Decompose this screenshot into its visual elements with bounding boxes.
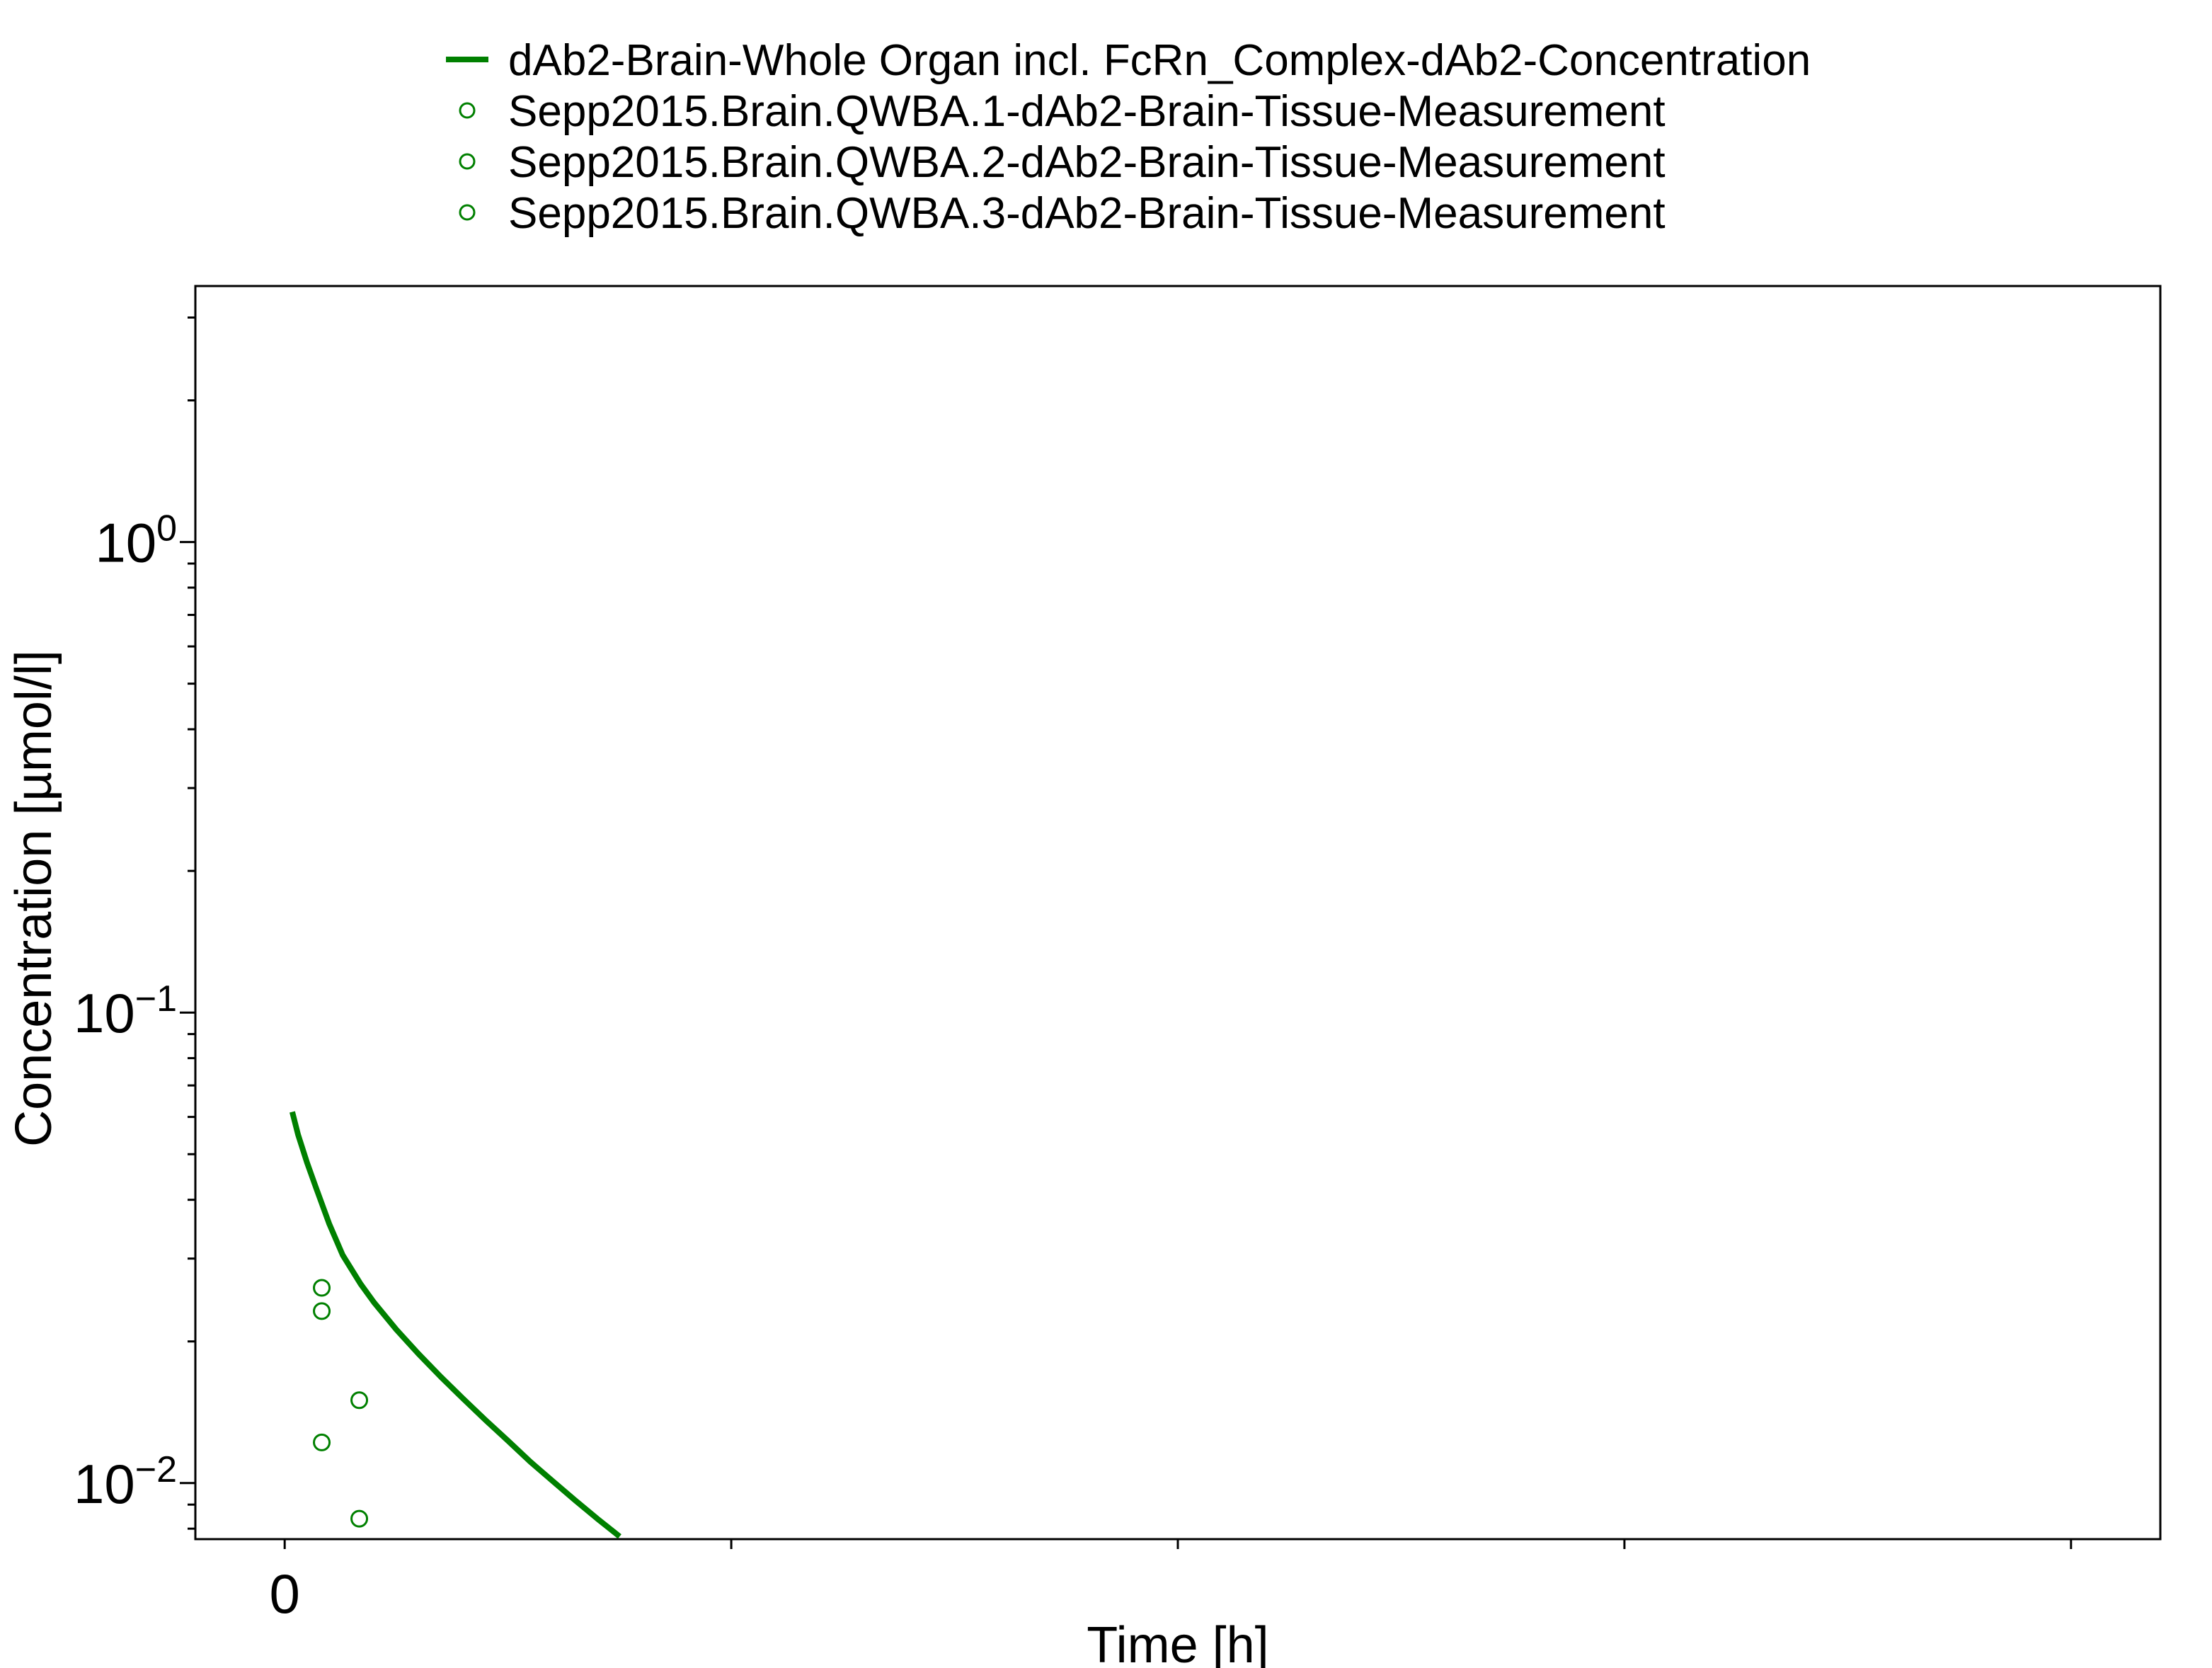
series-2	[313, 1279, 369, 1410]
legend-label: dAb2-Brain-Whole Organ incl. FcRn_Comple…	[508, 36, 1811, 85]
legend-marker-swatch	[459, 204, 476, 221]
legend-item: Sepp2015.Brain.QWBA.2-dAb2-Brain-Tissue-…	[459, 138, 1666, 187]
data-point	[350, 1391, 369, 1410]
y-tick-label: 10−2	[74, 1449, 177, 1515]
series-4	[313, 1433, 331, 1451]
series-3	[313, 1302, 369, 1528]
legend-item: Sepp2015.Brain.QWBA.1-dAb2-Brain-Tissue-…	[459, 87, 1666, 136]
legend-label: Sepp2015.Brain.QWBA.3-dAb2-Brain-Tissue-…	[508, 189, 1666, 238]
legend: dAb2-Brain-Whole Organ incl. FcRn_Comple…	[446, 36, 1811, 238]
y-axis: 100 10−1 10−2	[74, 316, 195, 1530]
series-line	[290, 1111, 621, 1539]
x-axis: 0	[269, 1539, 2073, 1625]
x-tick-label: 0	[269, 1563, 299, 1625]
legend-marker-swatch	[459, 102, 476, 119]
plot-area	[194, 285, 2162, 1541]
data-point	[313, 1433, 331, 1451]
x-axis-label: Time [h]	[1087, 1617, 1268, 1668]
legend-label: Sepp2015.Brain.QWBA.1-dAb2-Brain-Tissue-…	[508, 87, 1666, 136]
legend-item: Sepp2015.Brain.QWBA.3-dAb2-Brain-Tissue-…	[459, 189, 1666, 238]
legend-label: Sepp2015.Brain.QWBA.2-dAb2-Brain-Tissue-…	[508, 138, 1666, 187]
series-1	[290, 1111, 621, 1539]
data-point	[313, 1302, 331, 1320]
data-point	[313, 1279, 331, 1297]
series-layer	[290, 1111, 621, 1539]
legend-item: dAb2-Brain-Whole Organ incl. FcRn_Comple…	[446, 36, 1811, 85]
y-axis-label: Concentration [µmol/l]	[6, 650, 62, 1147]
y-tick-label: 10−1	[74, 978, 177, 1044]
y-tick-label: 100	[95, 508, 177, 574]
data-point	[350, 1509, 369, 1528]
legend-marker-swatch	[459, 153, 476, 170]
